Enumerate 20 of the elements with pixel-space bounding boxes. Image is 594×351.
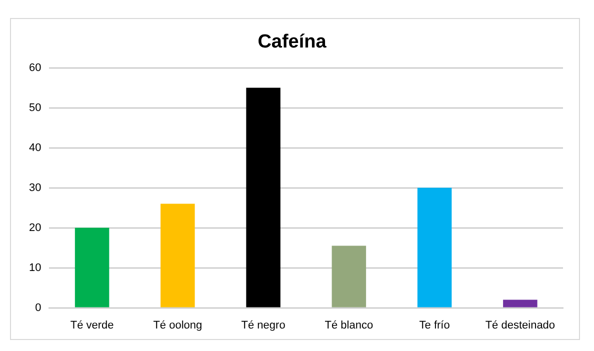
x-tick-label: Té negro	[241, 319, 286, 332]
bar	[160, 204, 195, 308]
x-tick-label: Te frío	[419, 319, 450, 332]
x-tick-label: Té desteinado	[485, 319, 556, 332]
y-tick-label: 20	[28, 222, 42, 234]
bar	[74, 228, 110, 308]
x-tick-label: Té oolong	[153, 319, 202, 332]
y-tick-label: 60	[28, 62, 42, 74]
chart-title: Cafeína	[258, 32, 327, 53]
bar	[503, 300, 538, 308]
y-tick-label: 50	[28, 102, 42, 114]
y-tick-label: 0	[35, 302, 42, 314]
x-tick-label: Té verde	[70, 319, 114, 332]
x-tick-label: Té blanco	[324, 319, 374, 332]
bar	[246, 88, 280, 308]
y-tick-label: 40	[28, 142, 42, 154]
y-tick-label: 10	[28, 262, 42, 274]
y-tick-label: 30	[28, 182, 42, 194]
bar	[417, 188, 452, 308]
bar	[332, 246, 366, 308]
